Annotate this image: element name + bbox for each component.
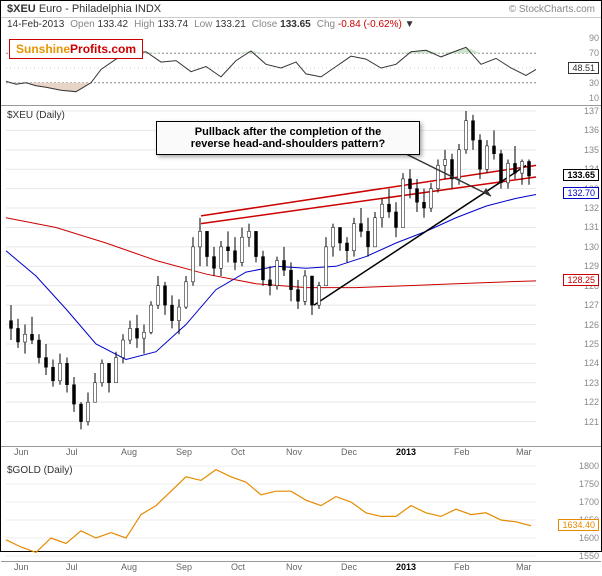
date-text: 14-Feb-2013 bbox=[7, 19, 64, 30]
month-axis-bottom: JunJulAugSepOctNovDec2013FebMar bbox=[1, 562, 601, 576]
symbol-text: $XEU bbox=[7, 3, 36, 15]
rsi-value-tag: 48.51 bbox=[568, 62, 599, 74]
close-price-tag: 133.65 bbox=[563, 169, 599, 181]
month-axis: JunJulAugSepOctNovDec2013FebMar bbox=[1, 447, 601, 461]
stock-chart: $XEU Euro - Philadelphia INDX © StockCha… bbox=[0, 0, 602, 552]
annotation-callout: Pullback after the completion of the rev… bbox=[156, 121, 420, 155]
price-panel: $XEU (Daily) 121122123124125126127128129… bbox=[1, 106, 601, 447]
ma-red-tag: 128.25 bbox=[563, 274, 599, 286]
watermark-logo: SunshineProfits.com bbox=[9, 39, 143, 59]
ma-blue-tag: 132.70 bbox=[563, 187, 599, 199]
gold-chart bbox=[1, 461, 561, 561]
gold-panel-label: $GOLD (Daily) bbox=[7, 465, 73, 476]
price-panel-label: $XEU (Daily) bbox=[7, 110, 65, 121]
chart-header: $XEU Euro - Philadelphia INDX © StockCha… bbox=[1, 1, 601, 18]
gold-value-tag: 1634.40 bbox=[558, 519, 599, 531]
copyright-text: © StockCharts.com bbox=[509, 4, 595, 15]
price-chart bbox=[1, 106, 561, 446]
symbol-name: Euro - Philadelphia INDX bbox=[39, 3, 161, 15]
gold-panel: $GOLD (Daily) 155016001650170017501800 1… bbox=[1, 461, 601, 562]
ohlc-row: 14-Feb-2013 Open 133.42 High 133.74 Low … bbox=[1, 18, 601, 31]
